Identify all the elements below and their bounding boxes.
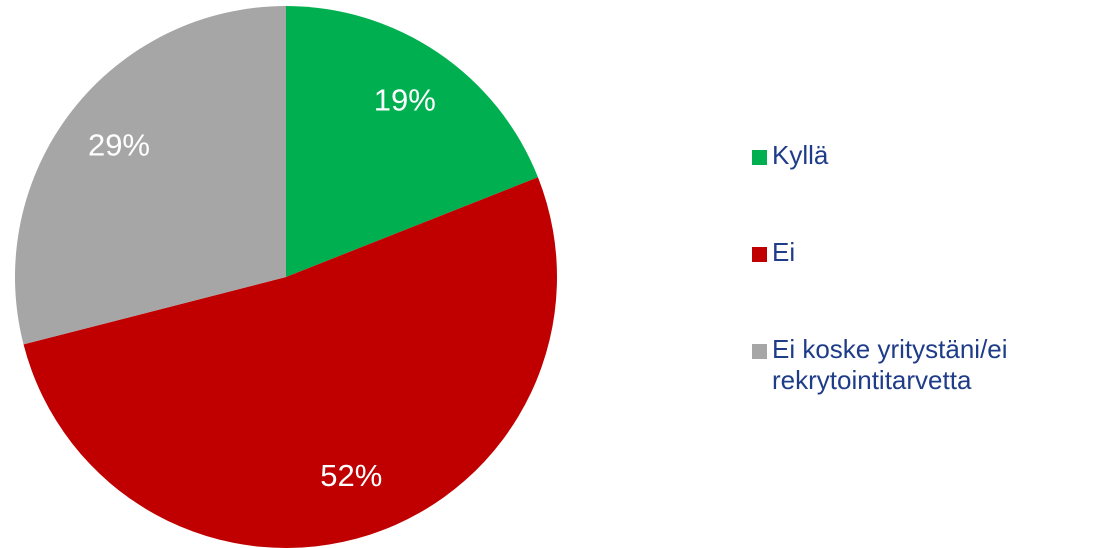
slice-label: 29% — [88, 128, 150, 163]
legend-label: Kyllä — [772, 140, 829, 170]
legend-label: Ei — [772, 237, 796, 267]
legend-item: Ei koske yritystäni/ei rekrytointitarvet… — [752, 334, 1112, 396]
legend: Kyllä Ei Ei koske yritystäni/ei rekrytoint… — [752, 140, 1112, 462]
legend-label: Ei koske yritystäni/ei rekrytointitarvet… — [772, 334, 1008, 395]
slice-label: 19% — [374, 82, 436, 117]
legend-swatch — [752, 247, 767, 262]
pie-slice — [23, 177, 557, 548]
legend-item: Ei — [752, 237, 1112, 268]
legend-swatch — [752, 150, 767, 165]
slice-label: 52% — [320, 458, 382, 493]
pie-slice — [286, 6, 538, 277]
pie-slice — [14, 6, 286, 345]
legend-item: Kyllä — [752, 140, 1112, 171]
legend-swatch — [752, 344, 767, 359]
